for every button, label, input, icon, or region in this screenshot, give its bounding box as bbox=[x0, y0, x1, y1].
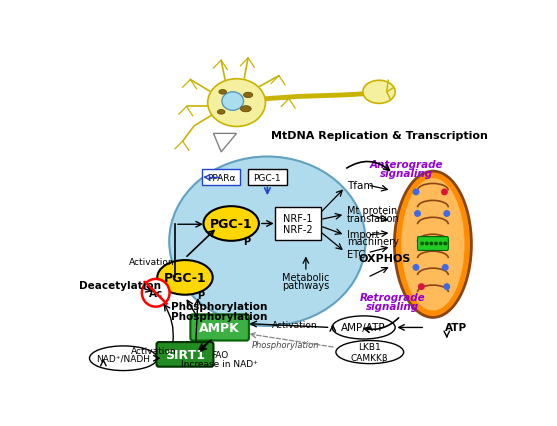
Text: Tfam: Tfam bbox=[346, 181, 373, 190]
FancyBboxPatch shape bbox=[190, 315, 249, 341]
Text: pathways: pathways bbox=[282, 280, 330, 291]
Ellipse shape bbox=[219, 90, 227, 95]
Circle shape bbox=[429, 242, 433, 246]
Text: Import: Import bbox=[346, 229, 379, 239]
Text: SIRT1: SIRT1 bbox=[165, 348, 205, 361]
Circle shape bbox=[441, 189, 448, 196]
Text: P: P bbox=[243, 237, 250, 247]
Ellipse shape bbox=[217, 110, 225, 115]
FancyBboxPatch shape bbox=[275, 207, 321, 241]
Text: translation: translation bbox=[346, 213, 399, 224]
Text: Mt protein: Mt protein bbox=[346, 206, 397, 216]
Ellipse shape bbox=[363, 81, 395, 104]
Text: Metabolic: Metabolic bbox=[282, 273, 330, 283]
Circle shape bbox=[420, 242, 424, 246]
Text: Ac: Ac bbox=[149, 288, 163, 298]
FancyBboxPatch shape bbox=[418, 237, 448, 251]
Ellipse shape bbox=[222, 92, 243, 111]
Ellipse shape bbox=[336, 341, 404, 364]
Text: Retrograde: Retrograde bbox=[360, 292, 426, 302]
FancyBboxPatch shape bbox=[202, 170, 241, 186]
Text: Phosphorylation: Phosphorylation bbox=[172, 301, 268, 311]
Text: ATP: ATP bbox=[445, 322, 467, 333]
Text: ETC: ETC bbox=[346, 250, 365, 260]
Text: machinery: machinery bbox=[346, 237, 399, 247]
Circle shape bbox=[443, 210, 450, 217]
Text: LKB1
CAMKKβ: LKB1 CAMKKβ bbox=[351, 343, 389, 362]
Text: signaling: signaling bbox=[379, 169, 433, 179]
Circle shape bbox=[414, 210, 421, 217]
Circle shape bbox=[142, 279, 169, 307]
Ellipse shape bbox=[243, 93, 253, 98]
Circle shape bbox=[434, 242, 438, 246]
Text: Phosphorylation: Phosphorylation bbox=[172, 311, 268, 321]
Text: Activation: Activation bbox=[131, 346, 177, 355]
Ellipse shape bbox=[402, 178, 465, 311]
Circle shape bbox=[442, 264, 449, 271]
Text: AMP/ATP: AMP/ATP bbox=[341, 322, 386, 333]
Circle shape bbox=[413, 264, 419, 271]
Text: FAO: FAO bbox=[211, 350, 228, 359]
Text: Deacetylation: Deacetylation bbox=[79, 280, 160, 291]
Circle shape bbox=[443, 242, 447, 246]
Ellipse shape bbox=[332, 316, 395, 339]
Text: PGC-1: PGC-1 bbox=[210, 218, 252, 230]
Text: Activation: Activation bbox=[271, 320, 317, 329]
Circle shape bbox=[418, 283, 425, 291]
Ellipse shape bbox=[203, 207, 259, 241]
Circle shape bbox=[443, 283, 450, 291]
Text: signaling: signaling bbox=[367, 301, 419, 311]
FancyBboxPatch shape bbox=[248, 170, 287, 186]
Text: Increase in NAD⁺: Increase in NAD⁺ bbox=[181, 359, 258, 368]
Text: Activation: Activation bbox=[129, 258, 175, 267]
Text: P: P bbox=[197, 291, 204, 300]
Ellipse shape bbox=[90, 346, 157, 371]
Text: AMPK: AMPK bbox=[199, 321, 240, 334]
Text: Phosphorylation: Phosphorylation bbox=[251, 340, 319, 349]
Ellipse shape bbox=[169, 157, 365, 326]
Text: MtDNA Replication & Transcription: MtDNA Replication & Transcription bbox=[271, 131, 487, 141]
Ellipse shape bbox=[241, 106, 251, 112]
Text: PGC-1: PGC-1 bbox=[164, 271, 206, 284]
Text: NAD⁺/NADH: NAD⁺/NADH bbox=[96, 354, 150, 363]
Text: NRF-2: NRF-2 bbox=[284, 225, 313, 234]
Ellipse shape bbox=[394, 172, 471, 318]
Text: PPARα: PPARα bbox=[207, 173, 236, 182]
Text: NRF-1: NRF-1 bbox=[284, 213, 313, 224]
Ellipse shape bbox=[208, 80, 266, 127]
FancyBboxPatch shape bbox=[157, 342, 213, 367]
Circle shape bbox=[439, 242, 443, 246]
Text: Anterograde: Anterograde bbox=[369, 160, 443, 170]
Text: OXPHOS: OXPHOS bbox=[359, 253, 412, 264]
Circle shape bbox=[425, 242, 429, 246]
Circle shape bbox=[413, 189, 419, 196]
Ellipse shape bbox=[157, 260, 213, 295]
Text: PGC-1: PGC-1 bbox=[253, 173, 281, 182]
